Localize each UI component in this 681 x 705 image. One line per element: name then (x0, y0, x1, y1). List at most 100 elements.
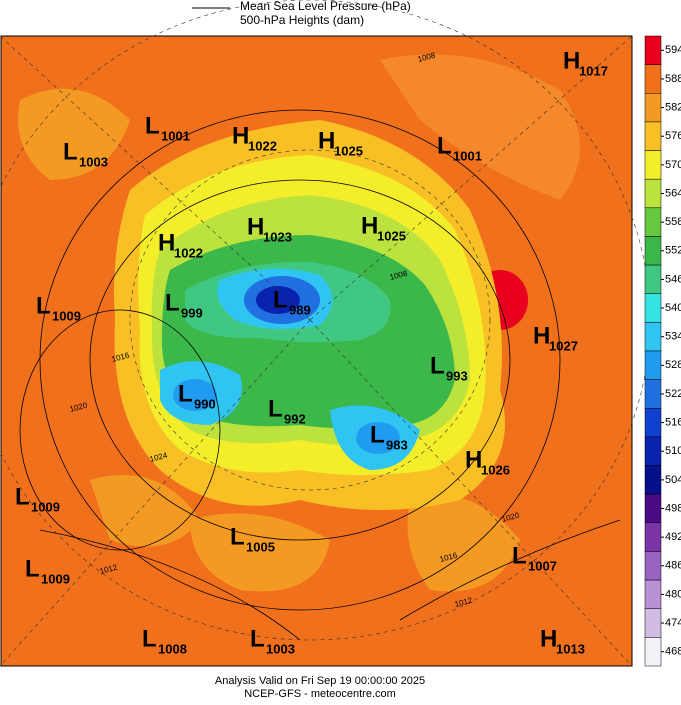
colorbar-band (644, 436, 662, 466)
center-pressure: 1003 (79, 154, 108, 169)
colorbar-band (644, 64, 662, 94)
colorbar-band (644, 178, 662, 209)
footer-text: NCEP-GFS - meteocentre.com (244, 688, 396, 700)
footer-text: Analysis Valid on Fri Sep 19 00:00:00 20… (215, 675, 425, 687)
colorbar-label: 552 (665, 245, 681, 257)
colorbar-label: 528 (665, 359, 681, 371)
colorbar-band (644, 350, 662, 380)
center-pressure: 1001 (161, 128, 190, 143)
center-pressure: 1025 (377, 228, 406, 243)
colorbar-band (644, 93, 662, 123)
center-letter: H (318, 127, 335, 154)
center-pressure: 1027 (549, 338, 578, 353)
center-letter: L (36, 292, 51, 319)
center-pressure: 983 (386, 437, 408, 452)
center-pressure: 1017 (579, 63, 608, 78)
center-pressure: 1013 (556, 641, 585, 656)
colorbar-label: 474 (665, 617, 681, 629)
center-pressure: 1003 (266, 641, 295, 656)
center-letter: L (273, 286, 288, 313)
colorbar-band (644, 579, 662, 609)
map-lines (19, 109, 621, 641)
colorbar-label: 498 (665, 502, 681, 514)
colorbar-band (644, 608, 662, 638)
center-pressure: 1022 (248, 138, 277, 153)
center-pressure: 1025 (334, 143, 363, 158)
colorbar-band (644, 264, 662, 294)
colorbar-label: 582 (665, 101, 681, 113)
center-pressure: 1009 (52, 308, 81, 323)
center-letter: H (361, 212, 378, 239)
center-letter: L (370, 421, 385, 448)
colorbar-band (644, 150, 662, 180)
colorbar-label: 510 (665, 445, 681, 457)
colorbar-band (644, 522, 662, 552)
map-background (0, 35, 633, 667)
center-letter: L (142, 625, 157, 652)
center-letter: L (63, 138, 78, 165)
center-letter: L (437, 132, 452, 159)
colorbar-label: 468 (665, 646, 681, 658)
center-letter: H (533, 322, 550, 349)
colorbar-band (644, 35, 662, 65)
center-letter: L (512, 542, 527, 569)
center-pressure: 1023 (263, 229, 292, 244)
center-pressure: 992 (284, 411, 306, 426)
colorbar-label: 540 (665, 302, 681, 314)
colorbar-band (644, 379, 662, 409)
center-letter: L (145, 112, 160, 139)
center-pressure: 1009 (31, 499, 60, 514)
center-pressure: 993 (446, 368, 468, 383)
center-pressure: 1022 (174, 245, 203, 260)
colorbar-band (644, 408, 662, 438)
colorbar-label: 534 (665, 331, 681, 343)
colorbar-label: 594 (665, 44, 681, 56)
center-letter: L (25, 555, 40, 582)
center-pressure: 990 (194, 396, 216, 411)
colorbar-label: 546 (665, 273, 681, 285)
center-letter: H (158, 229, 175, 256)
colorbar-label: 558 (665, 216, 681, 228)
center-letter: L (165, 289, 180, 316)
center-pressure: 999 (181, 305, 203, 320)
center-letter: L (430, 352, 445, 379)
colorbar-label: 588 (665, 73, 681, 85)
center-pressure: 1007 (528, 558, 557, 573)
colorbar-band (644, 493, 662, 524)
center-letter: L (268, 395, 283, 422)
colorbar-label: 504 (665, 474, 681, 486)
center-letter: H (247, 213, 264, 240)
center-letter: L (15, 483, 30, 510)
center-pressure: 1005 (246, 539, 275, 554)
center-letter: H (540, 625, 557, 652)
colorbar-label: 480 (665, 588, 681, 600)
colorbar-label: 570 (665, 159, 681, 171)
colorbar-band (644, 293, 662, 323)
legend-text: Mean Sea Level Pressure (hPa) (240, 0, 411, 13)
center-letter: L (230, 523, 245, 550)
center-letter: H (465, 446, 482, 473)
center-letter: L (250, 625, 265, 652)
colorbar-band (644, 551, 662, 581)
colorbar-label: 522 (665, 388, 681, 400)
center-pressure: 1026 (481, 462, 510, 477)
colorbar-band (644, 121, 662, 151)
center-pressure: 989 (289, 302, 311, 317)
center-letter: L (178, 380, 193, 407)
center-letter: H (232, 122, 249, 149)
colorbar-band (644, 637, 662, 667)
colorbar-label: 564 (665, 187, 681, 199)
colorbar-label: 492 (665, 531, 681, 543)
colorbar-band (644, 322, 662, 352)
colorbar-band (644, 207, 662, 237)
colorbar-band (644, 465, 662, 495)
center-pressure: 1009 (41, 571, 70, 586)
center-pressure: 1001 (453, 148, 482, 163)
center-pressure: 1008 (158, 641, 187, 656)
colorbar-label: 576 (665, 130, 681, 142)
colorbar-label: 486 (665, 560, 681, 572)
center-letter: H (563, 47, 580, 74)
legend-text: 500-hPa Heights (dam) (240, 13, 364, 27)
colorbar-label: 516 (665, 416, 681, 428)
